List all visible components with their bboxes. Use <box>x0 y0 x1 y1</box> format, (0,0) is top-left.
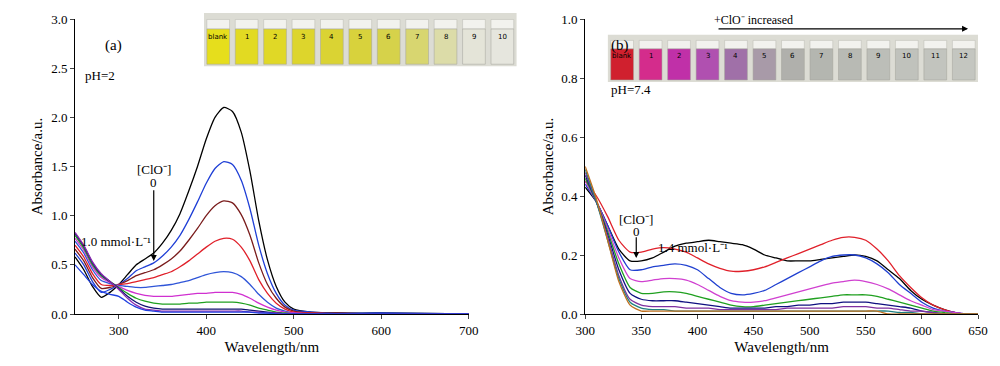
svg-text:6: 6 <box>790 52 795 60</box>
svg-text:pH=2: pH=2 <box>85 68 115 83</box>
svg-text:700: 700 <box>459 323 479 338</box>
svg-text:0.0: 0.0 <box>51 307 67 322</box>
svg-text:0: 0 <box>150 175 157 190</box>
svg-text:[ClO⁻]: [ClO⁻] <box>619 212 653 227</box>
svg-text:9: 9 <box>472 33 476 41</box>
svg-text:550: 550 <box>856 323 876 338</box>
svg-text:1.0 mmol·L⁻¹: 1.0 mmol·L⁻¹ <box>81 234 151 249</box>
svg-text:450: 450 <box>744 323 764 338</box>
svg-text:0.5: 0.5 <box>51 257 67 272</box>
svg-text:Absorbance/a.u.: Absorbance/a.u. <box>29 118 45 215</box>
svg-text:400: 400 <box>196 323 216 338</box>
svg-text:600: 600 <box>371 323 391 338</box>
svg-text:3: 3 <box>301 33 305 41</box>
svg-text:1: 1 <box>649 52 653 60</box>
svg-text:1.5: 1.5 <box>51 159 67 174</box>
svg-text:650: 650 <box>968 323 988 338</box>
svg-text:5: 5 <box>358 33 362 41</box>
svg-text:7: 7 <box>819 52 823 60</box>
svg-text:3: 3 <box>706 52 710 60</box>
svg-text:400: 400 <box>688 323 708 338</box>
svg-text:[ClO⁻]: [ClO⁻] <box>137 162 171 177</box>
svg-text:3.0: 3.0 <box>51 12 67 27</box>
svg-text:2: 2 <box>677 52 681 60</box>
svg-text:1.0: 1.0 <box>51 208 67 223</box>
svg-text:0.4: 0.4 <box>561 189 578 204</box>
svg-text:blank: blank <box>612 52 632 60</box>
svg-text:4: 4 <box>733 52 738 60</box>
svg-text:6: 6 <box>386 33 391 41</box>
svg-text:0.2: 0.2 <box>561 248 577 263</box>
svg-text:12: 12 <box>959 52 968 60</box>
svg-text:7: 7 <box>415 33 419 41</box>
svg-text:8: 8 <box>848 52 852 60</box>
svg-text:2.5: 2.5 <box>51 61 67 76</box>
svg-text:500: 500 <box>284 323 304 338</box>
svg-text:4: 4 <box>329 33 334 41</box>
svg-text:300: 300 <box>575 323 595 338</box>
svg-text:Wavelength/nm: Wavelength/nm <box>225 339 320 355</box>
svg-text:600: 600 <box>912 323 932 338</box>
svg-text:(a): (a) <box>105 37 122 54</box>
svg-text:2: 2 <box>273 33 277 41</box>
svg-text:10: 10 <box>902 52 911 60</box>
svg-text:350: 350 <box>632 323 652 338</box>
svg-text:blank: blank <box>208 33 228 41</box>
svg-text:+ClO⁻ increased: +ClO⁻ increased <box>714 13 793 27</box>
svg-text:300: 300 <box>109 323 129 338</box>
svg-text:10: 10 <box>498 33 507 41</box>
svg-text:Absorbance/a.u.: Absorbance/a.u. <box>540 118 556 215</box>
svg-text:2.0: 2.0 <box>51 110 67 125</box>
svg-text:0.6: 0.6 <box>561 130 578 145</box>
svg-text:1.4 mmol·L⁻¹: 1.4 mmol·L⁻¹ <box>658 240 728 255</box>
svg-text:Wavelength/nm: Wavelength/nm <box>734 339 829 355</box>
svg-text:500: 500 <box>800 323 820 338</box>
svg-text:9: 9 <box>876 52 880 60</box>
svg-text:1.0: 1.0 <box>561 12 577 27</box>
svg-text:5: 5 <box>762 52 766 60</box>
svg-text:1: 1 <box>245 33 249 41</box>
svg-text:(b): (b) <box>611 37 629 54</box>
svg-text:11: 11 <box>931 52 940 60</box>
svg-text:0: 0 <box>633 224 640 239</box>
svg-text:0.8: 0.8 <box>561 71 577 86</box>
svg-text:pH=7.4: pH=7.4 <box>611 82 651 97</box>
svg-text:8: 8 <box>444 33 448 41</box>
svg-text:0.0: 0.0 <box>561 307 577 322</box>
